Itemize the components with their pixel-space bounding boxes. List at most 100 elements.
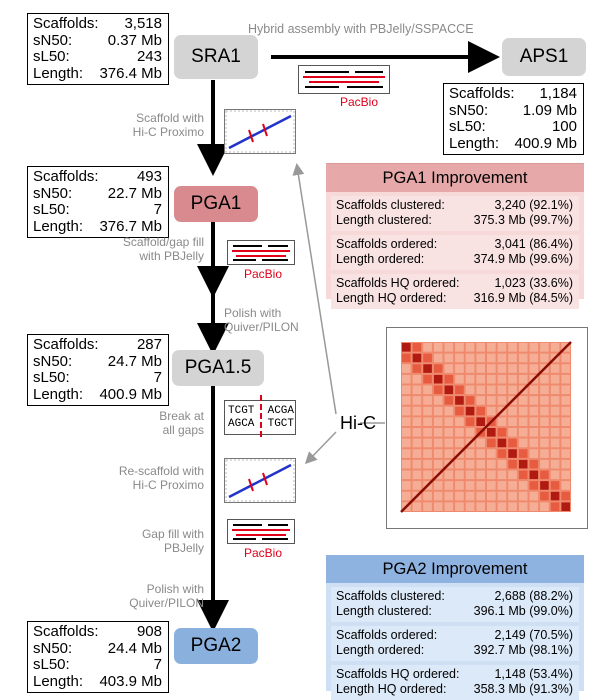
step-label-1: Scaffold with Hi-C Proximo <box>92 111 204 139</box>
contact-cell <box>561 396 570 405</box>
contact-cell <box>487 428 496 437</box>
contact-map-svg <box>400 341 572 513</box>
stat-value: 403.9 Mb <box>99 672 162 690</box>
improvement-row: Scaffolds clustered: 3,240 (92.1%) <box>336 198 573 213</box>
contact-cell <box>508 385 517 395</box>
improvement-value: 374.9 Mb (99.6%) <box>473 252 573 266</box>
stat-value: 22.7 Mb <box>107 184 162 202</box>
contact-cell <box>497 502 507 511</box>
contact-cell <box>550 406 560 416</box>
stat-key: Length: <box>33 217 84 235</box>
contact-cell <box>487 385 496 395</box>
stat-value: 376.4 Mb <box>99 64 162 82</box>
contact-cell <box>497 353 507 363</box>
node-aps1: APS1 <box>502 38 586 76</box>
contact-cell <box>550 481 560 490</box>
step-label-4-line2: all gaps <box>162 423 204 437</box>
improvement-row: Scaffolds ordered: 2,149 (70.5%) <box>336 628 573 643</box>
contact-cell <box>455 396 464 405</box>
contact-cell <box>487 364 496 373</box>
stat-value: 1.09 Mb <box>522 101 577 119</box>
contact-cell <box>497 449 507 458</box>
contact-cell <box>561 385 570 395</box>
contact-cell <box>423 491 432 501</box>
contact-cell <box>561 491 570 501</box>
break-line <box>260 395 262 437</box>
hic-contact-map <box>386 327 588 529</box>
stat-key: Length: <box>449 134 500 152</box>
contact-cell <box>529 406 539 416</box>
contact-cell <box>476 438 485 448</box>
dna-bottom-right: TGCT <box>267 418 295 430</box>
contact-cell <box>529 491 539 501</box>
contact-cell <box>476 459 485 469</box>
contact-cell <box>550 491 560 501</box>
contact-cell <box>529 502 539 511</box>
dna-top-left: TCGT <box>228 405 255 417</box>
contact-cell <box>433 364 443 373</box>
step-label-4: Break at all gaps <box>120 409 204 437</box>
contact-cell <box>487 502 496 511</box>
contact-cell <box>529 396 539 405</box>
contact-cell <box>455 470 464 480</box>
contact-cell <box>540 396 549 405</box>
contact-cell <box>497 374 507 384</box>
contact-cell <box>476 491 485 501</box>
contact-cell <box>433 438 443 448</box>
improvement-row: Scaffolds HQ ordered: 1,148 (53.4%) <box>336 667 573 682</box>
contact-cell <box>561 417 570 426</box>
contact-cell <box>455 364 464 373</box>
contact-cell <box>518 374 528 384</box>
contact-cell <box>402 449 411 458</box>
contact-cell <box>508 502 517 511</box>
contact-cell <box>412 470 422 480</box>
contact-cell <box>529 385 539 395</box>
contact-cell <box>508 491 517 501</box>
stat-key: sN50: <box>33 184 73 202</box>
contact-cell <box>455 491 464 501</box>
improvement-group: Scaffolds clustered: 3,240 (92.1%) Length … <box>331 196 579 231</box>
contact-cell <box>561 406 570 416</box>
contact-cell <box>540 481 549 490</box>
contact-cell <box>497 364 507 373</box>
contact-cell <box>561 470 570 480</box>
stat-row: sL50: 243 <box>33 48 162 66</box>
diagonal-scaffold-icon <box>225 110 295 153</box>
contact-cell <box>497 396 507 405</box>
contact-cell <box>497 481 507 490</box>
pga1-improvement-panel: PGA1 Improvement Scaffolds clustered: 3,2… <box>326 163 584 309</box>
stat-value: 400.9 Mb <box>99 385 162 403</box>
stat-row: sN50: 0.37 Mb <box>33 32 162 50</box>
contact-cell <box>476 417 485 426</box>
hic-scaffold-icon-bottom <box>224 458 296 503</box>
contact-cell <box>540 438 549 448</box>
step-label-7-line2: Quiver/PILON <box>129 596 204 610</box>
improvement-key: Length ordered: <box>336 643 425 657</box>
contact-cell <box>518 364 528 373</box>
contact-cell <box>518 481 528 490</box>
contact-cell <box>444 449 454 458</box>
contact-cell <box>561 502 570 511</box>
stats-box-aps1: Scaffolds: 1,184 sN50: 1.09 Mb sL50: 100 Lengt… <box>443 83 584 155</box>
diagonal-scaffold-icon <box>225 459 295 502</box>
contact-cell <box>465 459 475 469</box>
contact-cell <box>550 343 560 352</box>
contact-cell <box>476 502 485 511</box>
pacbio-label-top: PacBio <box>340 95 379 109</box>
contact-cell <box>487 449 496 458</box>
improvement-row: Scaffolds HQ ordered: 1,023 (33.6%) <box>336 276 573 291</box>
contact-cell <box>529 364 539 373</box>
stat-key: sN50: <box>33 639 73 657</box>
stat-value: 243 <box>136 48 162 65</box>
improvement-key: Scaffolds HQ ordered: <box>336 276 460 290</box>
contact-cell <box>550 385 560 395</box>
improvement-row: Length ordered: 392.7 Mb (98.1%) <box>336 643 573 658</box>
contact-cell <box>508 343 517 352</box>
stat-value: 400.9 Mb <box>514 134 577 152</box>
pga1-improvement-title: PGA1 Improvement <box>326 164 584 192</box>
contact-cell <box>508 459 517 469</box>
stat-row: sN50: 1.09 Mb <box>449 101 577 120</box>
step-label-6: Gap fill with PBJelly <box>110 527 204 555</box>
stats-box-pga1: Scaffolds: 493 sN50: 22.7 Mb sL50: 7 Length: 37… <box>27 166 169 238</box>
